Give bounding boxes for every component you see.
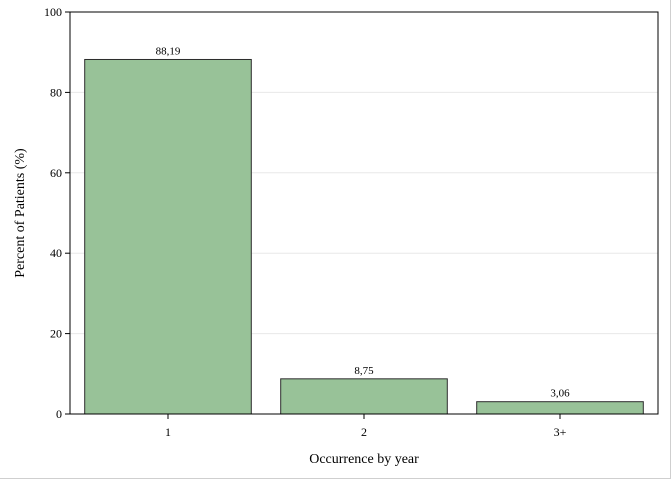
x-axis: 1 2 3+ [165, 414, 567, 439]
x-tick-label: 3+ [554, 425, 567, 439]
bar-3+ [476, 401, 644, 415]
y-tick-label: 80 [50, 85, 62, 99]
y-tick-label: 100 [44, 5, 62, 19]
data-labels: 88,19 8,75 3,06 [156, 45, 571, 399]
data-label: 8,75 [354, 365, 374, 377]
y-tick-label: 60 [50, 166, 62, 180]
y-tick-label: 0 [56, 407, 62, 421]
y-tick-label: 20 [50, 327, 62, 341]
data-label: 88,19 [156, 45, 181, 57]
y-axis-title: Percent of Patients (%) [13, 148, 28, 278]
bar-1 [84, 58, 252, 415]
x-tick-label: 1 [165, 425, 171, 439]
data-label: 3,06 [550, 388, 570, 400]
x-axis-title: Occurrence by year [309, 452, 419, 467]
y-tick-label: 40 [50, 246, 62, 260]
y-axis: 0 20 40 60 80 100 [44, 5, 70, 421]
bars [84, 58, 644, 415]
x-tick-label: 2 [361, 425, 367, 439]
bar-2 [280, 378, 448, 415]
